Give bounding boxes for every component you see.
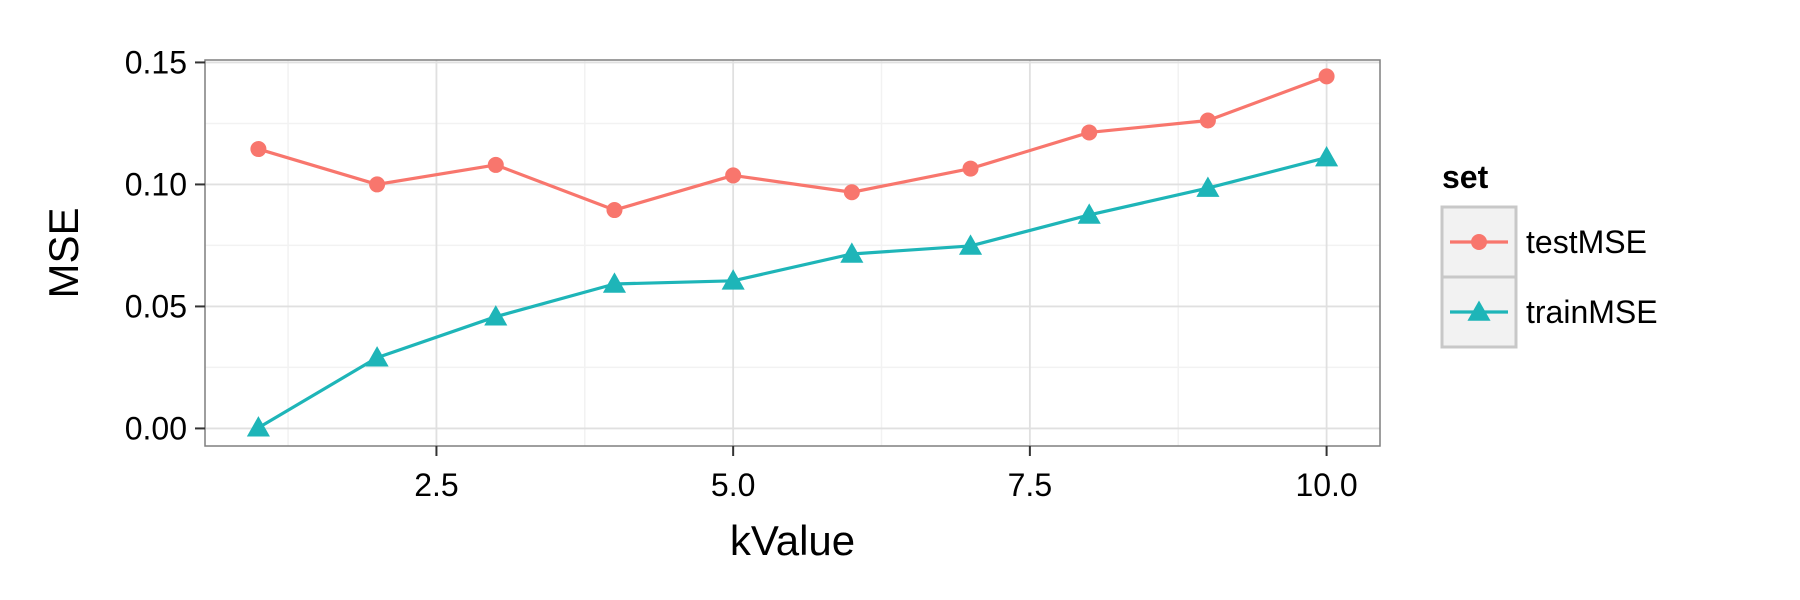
- trainMSE-point: [1315, 146, 1339, 167]
- testMSE-point: [369, 176, 386, 193]
- trainMSE-point: [840, 242, 864, 263]
- y-tick-label: 0.15: [125, 44, 187, 80]
- x-tick-label: 7.5: [1008, 467, 1052, 503]
- minor-gridlines: [205, 60, 1380, 446]
- testMSE-point: [843, 184, 860, 201]
- trainMSE-line: [257, 156, 1327, 430]
- y-tick-label: 0.10: [125, 166, 187, 202]
- y-axis: 0.00 0.05 0.10 0.15: [125, 44, 205, 446]
- series-testMSE: [250, 68, 1335, 219]
- trainMSE-point: [958, 234, 983, 255]
- x-tick-label: 5.0: [711, 467, 755, 503]
- legend-label: testMSE: [1526, 224, 1647, 260]
- legend-key-marker: [1467, 300, 1491, 321]
- testMSE-point: [487, 156, 504, 173]
- trainMSE-point: [484, 305, 508, 326]
- testMSE-point: [1199, 112, 1216, 129]
- legend-entry-testMSE: testMSE: [1440, 205, 1647, 279]
- series-trainMSE: [246, 146, 1339, 437]
- y-tick-label: 0.05: [125, 288, 187, 324]
- trainMSE-point: [1077, 203, 1101, 224]
- major-gridlines: [205, 60, 1380, 446]
- legend: set testMSE trainMSE: [1440, 159, 1658, 349]
- trainMSE-point: [246, 416, 270, 437]
- series-layer: [246, 68, 1339, 437]
- testMSE-line: [257, 74, 1328, 212]
- y-tick-label: 0.00: [125, 410, 187, 446]
- x-axis-title: kValue: [730, 517, 855, 564]
- trainMSE-point: [365, 346, 389, 367]
- testMSE-point: [962, 160, 979, 177]
- testMSE-point: [250, 141, 267, 158]
- legend-key-marker: [1471, 234, 1487, 250]
- x-tick-label: 10.0: [1295, 467, 1357, 503]
- x-axis: 2.5 5.0 7.5 10.0: [414, 446, 1358, 503]
- trainMSE-point: [1196, 176, 1220, 197]
- trainMSE-point: [721, 269, 745, 290]
- legend-title: set: [1442, 159, 1489, 195]
- legend-entries: testMSE trainMSE: [1440, 205, 1658, 349]
- testMSE-point: [1318, 68, 1335, 85]
- plot-panel-border: [204, 59, 1381, 447]
- testMSE-point: [1081, 124, 1098, 141]
- testMSE-point: [606, 202, 623, 219]
- legend-entry-trainMSE: trainMSE: [1440, 275, 1658, 349]
- legend-label: trainMSE: [1526, 294, 1658, 330]
- testMSE-point: [725, 167, 742, 184]
- y-axis-title: MSE: [40, 207, 87, 298]
- trainMSE-point: [602, 272, 627, 293]
- x-tick-label: 2.5: [414, 467, 458, 503]
